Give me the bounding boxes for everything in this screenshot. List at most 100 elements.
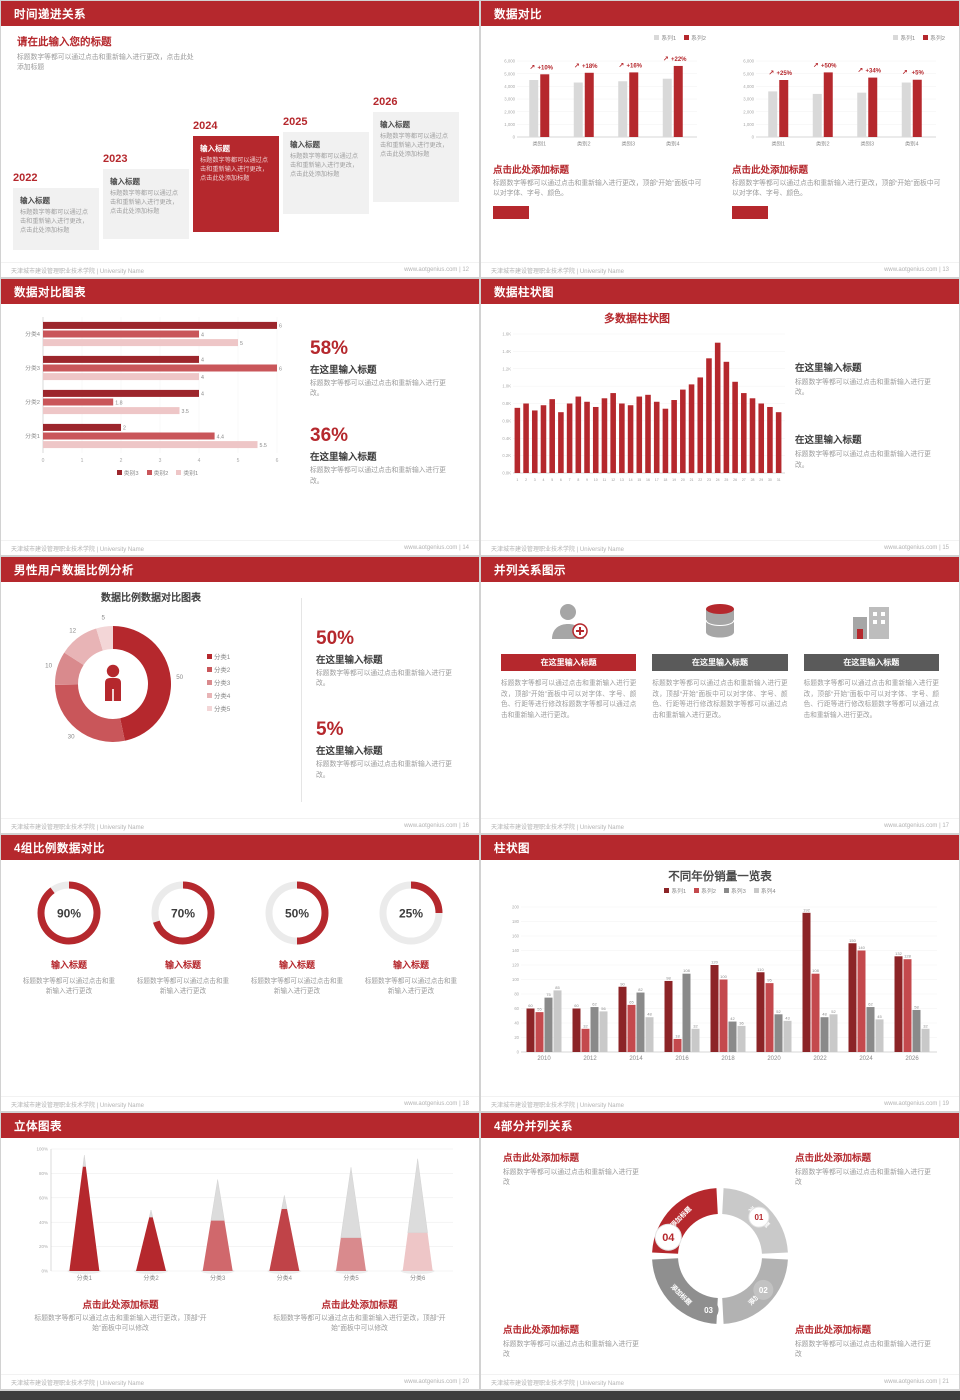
footer-right: www.aotgenius.com | 17 xyxy=(884,823,949,829)
x-tick: 16 xyxy=(646,478,650,482)
step-box: 输入标题 标题数字等都可以通过点击和重新输入进行更改，点击此处添加标题 xyxy=(13,188,99,250)
x-tick: 分类6 xyxy=(410,1274,426,1282)
donut-segment xyxy=(55,684,125,742)
number-badge xyxy=(654,1223,682,1251)
bar xyxy=(581,1028,590,1052)
value-label: 4 xyxy=(201,358,204,364)
slide-title: 并列关系图示 xyxy=(494,564,566,577)
bar xyxy=(43,364,277,372)
value-label: 2 xyxy=(123,426,126,432)
slide-thumbnail-16[interactable]: 男性用户数据比例分析 数据比例数据对比图表 50 30 10 12 5 分类1 分类2 分类… xyxy=(1,557,479,833)
value-label: 58 xyxy=(914,1004,919,1009)
x-tick: 9 xyxy=(586,478,588,482)
cone-top xyxy=(407,1158,428,1234)
bar xyxy=(544,997,553,1052)
legend-swatch xyxy=(684,35,690,40)
nurse-icon xyxy=(501,594,636,648)
ratio-heading: 输入标题 xyxy=(164,960,201,970)
chart-title: 多数据柱状图 xyxy=(604,313,670,325)
column-body: 标题数字等都可以通过点击和重新输入进行更改，顶部“开始”面板中可以对字体、字号、… xyxy=(803,680,939,719)
slide-thumbnail-20[interactable]: 立体图表 100% 80% 60% 40% 20% 0% 分类1 分类2 分类3 分类4 分类5 分类… xyxy=(1,1113,479,1389)
slide-thumbnail-21[interactable]: 4部分并列关系 点击此处添加标题 标题数字等都可以通过点击和重新输入进行更改 点… xyxy=(481,1113,959,1389)
section-heading: 点击此处添加标题 xyxy=(732,165,809,176)
x-tick: 19 xyxy=(672,478,676,482)
bar xyxy=(767,406,773,473)
y-tick: 1,000 xyxy=(504,122,515,127)
donut-wrap: 50 30 10 12 5 分类1 分类2 分类3 分类4 分类5 xyxy=(1,606,301,758)
slide-thumbnail-18[interactable]: 4组比例数据对比 90% 输入标题 标题数字等都可以通过点击和重新输入进行更改 … xyxy=(1,835,479,1111)
footer-left: 天津城市建设管理职业技术学院 | University Name xyxy=(11,546,144,553)
ring-percent: 25% xyxy=(399,907,423,921)
legend-swatch xyxy=(893,35,899,40)
legend-swatch xyxy=(116,470,122,475)
stat-value: 50% xyxy=(316,628,355,649)
value-label: 52 xyxy=(831,1009,836,1014)
x-tick: 30 xyxy=(768,478,772,482)
bar xyxy=(765,983,774,1052)
column-header: 在这里输入标题 xyxy=(501,654,637,671)
legend-item: 类别3 xyxy=(116,468,139,477)
y-tick: 6,000 xyxy=(743,59,754,64)
value-label: 62 xyxy=(868,1002,873,1007)
bar xyxy=(43,441,258,449)
x-tick: 10 xyxy=(594,478,598,482)
value-label: 56 xyxy=(601,1006,606,1011)
value-label: 18 xyxy=(675,1033,680,1038)
slide-title: 数据对比 xyxy=(494,8,542,21)
x-tick: 2024 xyxy=(859,1056,873,1062)
growth-label: +18% xyxy=(582,64,598,70)
step-title: 输入标题 xyxy=(380,120,410,129)
bar xyxy=(812,93,822,137)
number-badge xyxy=(753,1279,774,1300)
bar xyxy=(756,972,765,1052)
value-label: 42 xyxy=(730,1016,735,1021)
y-tick: 0 xyxy=(513,135,516,140)
timeline-step-2024-highlighted: 2024 输入标题 标题数字等都可以通过点击和重新输入进行更改，点击此处添加标题 xyxy=(193,120,279,232)
cone-top xyxy=(281,1195,288,1210)
step-year: 2022 xyxy=(13,172,38,184)
slide-header-bar: 数据对比 xyxy=(481,1,959,26)
step-title: 输入标题 xyxy=(290,140,320,149)
footer-left: 天津城市建设管理职业技术学院 | University Name xyxy=(11,824,144,831)
slide-thumbnail-13[interactable]: 数据对比 系列1 系列2 6,000 5,000 4,000 3,000 2,000 1,0… xyxy=(481,1,959,277)
bar xyxy=(673,65,683,137)
slide-thumbnail-14[interactable]: 数据对比图表 0 1 2 3 4 5 6 分类4 6 4 5 分类3 4 6 4 分类2 4 1.8 3.5 分类1 2… xyxy=(1,279,479,555)
category-label: 分类2 xyxy=(25,398,40,406)
progress-ring-chart: 50% xyxy=(265,881,329,945)
slide-thumbnail-17[interactable]: 并列关系图示 在这里输入标题 标题数字等都可以通过点击和重新输入进行更改，顶部“… xyxy=(481,557,959,833)
bar xyxy=(590,1007,599,1052)
segment-value: 5 xyxy=(101,615,105,622)
corner-body: 标题数字等都可以通过点击和重新输入进行更改 xyxy=(503,1169,639,1187)
donut-segment xyxy=(55,652,84,685)
value-label: 4 xyxy=(201,332,204,338)
x-tick: 4 xyxy=(198,458,201,464)
section-heading: 点击此处添加标题 xyxy=(493,165,570,176)
value-label: 128 xyxy=(904,954,911,959)
footer-left: 天津城市建设管理职业技术学院 | University Name xyxy=(491,1102,624,1109)
column-body: 标题数字等都可以通过点击和重新输入进行更改，顶部“开始”面板中可以对字体、字号、… xyxy=(501,680,637,719)
red-button[interactable] xyxy=(732,206,768,220)
note-block: 在这里输入标题 标题数字等都可以通过点击和重新输入进行更改。 xyxy=(795,432,937,470)
note-block: 在这里输入标题 标题数字等都可以通过点击和重新输入进行更改。 xyxy=(795,360,937,398)
slide-thumbnail-19[interactable]: 柱状图 不同年份销量一览表 系列1 系列2 系列3 系列4 0 20 40 60 80 100 1… xyxy=(481,835,959,1111)
bar xyxy=(618,81,628,137)
slide-thumbnail-12[interactable]: 时间递进关系 请在此输入您的标题 标题数字等都可以通过点击和重新输入进行更改，点… xyxy=(1,1,479,277)
bar xyxy=(599,1011,608,1052)
value-label: 110 xyxy=(757,967,764,972)
x-tick: 类别4 xyxy=(905,140,919,148)
value-label: 100 xyxy=(720,974,727,979)
legend-item: 分类5 xyxy=(207,704,230,713)
y-tick: 60% xyxy=(39,1195,48,1200)
growth-label: +10% xyxy=(537,65,553,71)
slide-thumbnail-15[interactable]: 数据柱状图 多数据柱状图 1.6K 1.4K 1.2K 1.0K 0.8K 0.6K 0.4… xyxy=(481,279,959,555)
value-label: 62 xyxy=(592,1002,597,1007)
cone-fill xyxy=(69,1166,100,1271)
slide-footer: 天津城市建设管理职业技术学院 | University Name www.aot… xyxy=(1,262,479,277)
y-tick: 0.8K xyxy=(502,401,511,406)
footer-left: 天津城市建设管理职业技术学院 | University Name xyxy=(491,268,624,275)
legend-label: 系列3 xyxy=(731,889,746,895)
bar xyxy=(811,973,820,1052)
bar xyxy=(671,400,677,473)
red-button[interactable] xyxy=(493,206,529,220)
